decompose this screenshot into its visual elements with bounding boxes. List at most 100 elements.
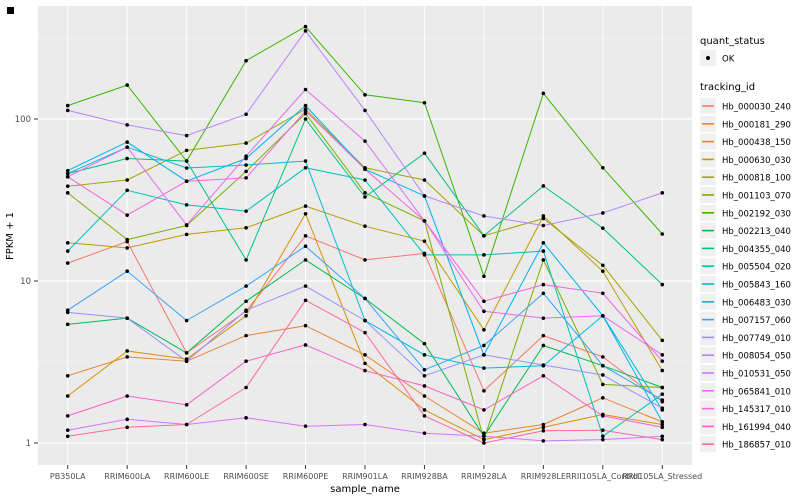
x-tick-label: RRIM600PE: [283, 472, 329, 481]
data-point-Hb_001103_070: [363, 191, 367, 195]
legend-quant-status-key: OK: [700, 50, 735, 66]
data-point-Hb_007749_010: [65, 310, 70, 315]
data-point-Hb_005843_160: [422, 353, 427, 357]
data-point-Hb_000030_240: [363, 258, 367, 262]
data-point-Hb_065841_010: [125, 145, 129, 149]
data-point-Hb_002213_040: [65, 322, 70, 327]
data-point-Hb_005843_160: [482, 366, 486, 370]
data-point-Hb_000818_100: [422, 178, 427, 182]
data-point-Hb_065841_010: [244, 154, 248, 158]
data-point-Hb_004355_040: [184, 159, 189, 163]
data-point-Hb_004355_040: [363, 195, 367, 199]
data-point-Hb_000030_240: [303, 234, 308, 238]
legend-item-label: Hb_004355_040: [722, 245, 791, 255]
data-point-Hb_186857_010: [660, 437, 665, 442]
data-point-Hb_010531_050: [244, 416, 248, 420]
x-tick-label: RRII105LA_Control: [566, 472, 640, 481]
data-point-Hb_161994_040: [482, 408, 486, 412]
legend-item-label: Hb_010531_050: [722, 370, 791, 380]
data-point-Hb_186857_010: [244, 385, 248, 390]
data-point-Hb_000630_030: [422, 239, 427, 244]
data-point-Hb_005504_020: [363, 178, 367, 182]
data-point-Hb_001103_070: [601, 382, 605, 387]
data-point-Hb_065841_010: [184, 223, 189, 227]
data-point-Hb_007749_010: [125, 316, 129, 320]
x-tick-label: RRIM600LE: [164, 472, 209, 481]
data-point-Hb_007157_060: [601, 363, 605, 368]
data-point-Hb_010531_050: [303, 424, 308, 428]
legend-item-label: Hb_186857_010: [722, 441, 791, 451]
data-point-Hb_005504_020: [482, 253, 486, 257]
data-point-Hb_005504_020: [541, 249, 546, 253]
data-point-Hb_065841_010: [303, 87, 308, 92]
data-point-Hb_161994_040: [184, 403, 189, 407]
legend-item-Hb_000818_100: Hb_000818_100: [700, 169, 791, 186]
legend-item-Hb_004355_040: Hb_004355_040: [700, 240, 791, 257]
data-point-Hb_005843_160: [303, 159, 308, 163]
legend-item-label: Hb_161994_040: [722, 423, 791, 433]
data-point-Hb_000630_030: [541, 214, 546, 218]
data-point-Hb_186857_010: [482, 441, 486, 445]
data-point-Hb_010531_050: [125, 417, 129, 422]
data-point-Hb_186857_010: [363, 330, 367, 335]
data-point-Hb_000030_240: [482, 389, 486, 393]
data-point-Hb_145317_010: [601, 291, 605, 296]
legend-item-label: Hb_000438_150: [722, 138, 791, 148]
legend-item-label: Hb_007157_060: [722, 316, 791, 326]
data-point-Hb_002213_040: [244, 299, 248, 304]
data-point-Hb_006483_030: [125, 140, 129, 144]
data-point-Hb_065841_010: [541, 316, 546, 320]
data-point-Hb_008054_050: [303, 29, 308, 33]
legend-item-Hb_002213_040: Hb_002213_040: [700, 222, 791, 239]
x-tick-label: RRIM600SE: [223, 472, 269, 481]
data-point-Hb_161994_040: [125, 394, 129, 398]
data-point-Hb_000630_030: [244, 226, 248, 230]
data-point-Hb_000630_030: [363, 224, 367, 228]
data-point-Hb_005843_160: [184, 166, 189, 170]
x-tick-label: RRIM928LA: [461, 472, 507, 481]
data-point-Hb_145317_010: [65, 174, 70, 179]
data-point-Hb_002192_030: [244, 58, 248, 63]
data-point-Hb_161994_040: [244, 359, 248, 363]
data-point-Hb_000630_030: [601, 269, 605, 273]
data-point-Hb_001103_070: [125, 237, 129, 242]
data-point-Hb_000438_150: [660, 422, 665, 427]
data-point-Hb_000181_290: [601, 396, 605, 400]
data-point-Hb_006483_030: [660, 420, 665, 424]
y-tick-label: 10: [20, 277, 31, 287]
data-point-Hb_145317_010: [303, 109, 308, 113]
data-point-Hb_002192_030: [363, 93, 367, 97]
data-point-Hb_186857_010: [601, 428, 605, 432]
x-tick-label: PB350LA: [50, 472, 86, 481]
data-point-Hb_000181_290: [303, 323, 308, 328]
data-point-Hb_007749_010: [244, 308, 248, 313]
data-point-Hb_007749_010: [660, 406, 665, 410]
data-point-Hb_000818_100: [244, 141, 248, 145]
data-point-Hb_002213_040: [422, 341, 427, 346]
data-point-Hb_010531_050: [482, 434, 486, 439]
data-point-Hb_161994_040: [65, 414, 70, 418]
data-point-Hb_002192_030: [660, 232, 665, 236]
x-axis-title: sample_name: [330, 484, 400, 495]
legend-item-label: Hb_006483_030: [722, 298, 791, 308]
legend-item-Hb_000438_150: Hb_000438_150: [700, 133, 791, 150]
data-point-Hb_145317_010: [482, 299, 486, 304]
data-point-Hb_161994_040: [422, 384, 427, 388]
data-point-Hb_008054_050: [65, 108, 70, 113]
data-point-Hb_002192_030: [541, 91, 546, 96]
legend-item-Hb_145317_010: Hb_145317_010: [700, 400, 791, 417]
data-point-Hb_001103_070: [541, 258, 546, 262]
data-point-Hb_065841_010: [660, 353, 665, 357]
data-point-Hb_145317_010: [125, 213, 129, 217]
data-point-Hb_186857_010: [125, 425, 129, 430]
ok-point-icon: [706, 56, 710, 60]
y-tick-label: 100: [15, 115, 31, 125]
data-point-Hb_000818_100: [125, 178, 129, 182]
data-point-Hb_000630_030: [65, 241, 70, 245]
legend-item-label: Hb_000030_240: [722, 103, 791, 113]
data-point-Hb_001103_070: [65, 191, 70, 195]
legend-item-label: Hb_145317_010: [722, 405, 791, 415]
data-point-Hb_002192_030: [422, 100, 427, 105]
data-point-Hb_002192_030: [125, 83, 129, 87]
